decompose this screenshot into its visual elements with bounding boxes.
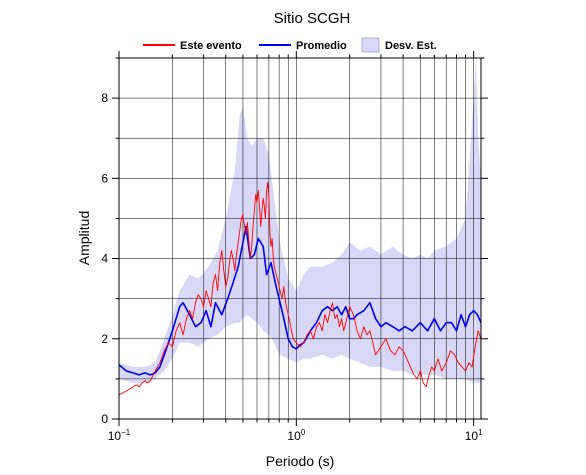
series-layer [118, 181, 482, 396]
y-tick-label: 4 [101, 252, 108, 266]
y-axis-label: Amplitud [76, 211, 92, 265]
plot-frame [118, 57, 482, 420]
std-band-layer [119, 58, 481, 383]
series-line-promedio [118, 225, 482, 376]
x-tick-label: 100 [287, 428, 305, 443]
grid [118, 58, 481, 419]
chart-title: Sitio SCGH [274, 10, 351, 27]
legend-label-este-evento: Este evento [180, 40, 242, 52]
y-axis: 0 2 4 6 8 [101, 57, 488, 426]
y-tick-label: 8 [101, 91, 108, 105]
legend-label-desv-est: Desv. Est. [385, 40, 437, 52]
y-tick-label: 6 [101, 171, 108, 185]
x-axis-label: Periodo (s) [266, 453, 334, 469]
plot-area [118, 57, 482, 420]
legend: Este evento Promedio Desv. Est. [143, 37, 437, 53]
x-tick-label: 101 [465, 428, 483, 443]
y-tick-label: 0 [101, 412, 108, 426]
series-line-este-evento [118, 181, 482, 396]
y-tick-label: 2 [101, 332, 108, 346]
legend-swatch-desv-est [361, 37, 380, 53]
std-band [119, 58, 481, 383]
x-tick-label: 10−1 [108, 428, 131, 443]
legend-label-promedio: Promedio [296, 40, 347, 52]
